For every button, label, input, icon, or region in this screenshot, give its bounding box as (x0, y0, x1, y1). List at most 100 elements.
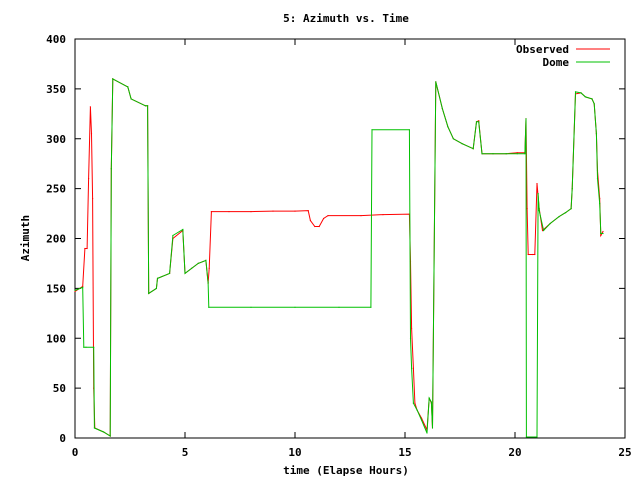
data-point-dome (537, 193, 539, 195)
data-point-dome (83, 346, 85, 348)
data-point-dome (524, 153, 526, 155)
data-point-dome (147, 105, 149, 107)
data-point-dome (481, 153, 483, 155)
x-tick-label: 20 (508, 446, 521, 459)
data-point-observed (360, 215, 362, 217)
data-point-dome (435, 81, 437, 83)
data-point-dome (103, 431, 105, 433)
data-point-dome (82, 286, 84, 288)
data-point-dome (416, 409, 418, 411)
data-point-dome (538, 210, 540, 212)
data-point-dome (584, 96, 587, 98)
y-tick-label: 400 (46, 33, 66, 46)
data-point-dome (580, 92, 582, 94)
data-point-dome (197, 262, 199, 264)
data-point-dome (420, 419, 423, 421)
x-tick-label: 15 (398, 446, 411, 459)
data-point-observed (210, 211, 212, 213)
data-point-observed (294, 210, 296, 212)
data-point-observed (411, 327, 413, 329)
legend-label: Observed (516, 43, 569, 56)
data-point-observed (541, 229, 544, 232)
data-point-dome (516, 153, 518, 155)
data-point-observed (536, 183, 538, 185)
y-axis-label: Azimuth (19, 215, 32, 261)
data-point-observed (82, 285, 84, 287)
data-point-observed (602, 230, 604, 233)
data-point-dome (294, 306, 296, 308)
y-tick-label: 200 (46, 233, 66, 246)
data-point-dome (338, 306, 340, 308)
data-point-dome (461, 143, 463, 145)
data-point-dome (492, 153, 494, 155)
data-point-dome (441, 108, 443, 110)
data-point-dome (475, 121, 478, 123)
data-point-observed (92, 198, 94, 200)
data-point-observed (74, 290, 76, 292)
data-point-dome (208, 306, 210, 308)
data-point-dome (412, 402, 414, 404)
data-point-dome (156, 277, 159, 279)
data-point-dome (127, 86, 129, 88)
data-point-observed (600, 234, 602, 237)
data-point-observed (86, 247, 88, 250)
data-point-observed (532, 253, 534, 256)
data-point-dome (565, 212, 567, 214)
x-tick-label: 5 (182, 446, 189, 459)
data-point-dome (182, 228, 184, 231)
data-point-dome (571, 188, 573, 190)
y-tick-label: 100 (46, 332, 66, 345)
data-point-dome (109, 435, 111, 437)
data-point-observed (208, 267, 210, 269)
data-point-dome (191, 267, 193, 269)
series-lines (74, 78, 604, 438)
data-point-observed (84, 247, 86, 250)
data-point-dome (411, 367, 413, 369)
y-tick-label: 250 (46, 183, 66, 196)
data-point-dome (112, 78, 114, 80)
data-point-dome (205, 259, 207, 261)
data-point-dome (536, 436, 538, 438)
data-point-dome (595, 133, 598, 135)
y-tick-label: 350 (46, 83, 66, 96)
data-point-dome (447, 126, 449, 128)
data-point-observed (412, 367, 414, 369)
data-point-dome (596, 178, 599, 180)
chart-title: 5: Azimuth vs. Time (283, 12, 409, 25)
data-point-dome (599, 203, 601, 205)
data-point-dome (172, 234, 174, 237)
data-point-dome (558, 216, 560, 218)
data-point-observed (228, 211, 230, 213)
y-tick-label: 50 (53, 382, 66, 395)
data-point-dome (602, 232, 604, 235)
data-point-observed (250, 211, 252, 213)
data-point-dome (155, 287, 157, 289)
data-point-dome (478, 121, 480, 123)
data-point-observed (478, 120, 480, 122)
data-point-dome (93, 346, 95, 348)
data-point-dome (472, 148, 474, 150)
data-point-dome (93, 427, 95, 429)
data-point-dome (600, 232, 602, 235)
data-point-dome (525, 118, 527, 120)
data-point-dome (169, 272, 171, 274)
data-point-dome (110, 168, 112, 170)
data-point-observed (309, 219, 311, 222)
plot-frame (74, 38, 626, 439)
data-point-observed (89, 106, 91, 108)
data-point-observed (382, 214, 384, 216)
data-point-dome (250, 306, 252, 308)
data-point-dome (574, 91, 577, 93)
data-point-observed (272, 210, 274, 212)
data-point-dome (430, 401, 432, 403)
data-point-dome (408, 129, 410, 131)
data-point-dome (591, 98, 593, 100)
data-point-dome (130, 98, 132, 100)
data-point-dome (428, 397, 430, 399)
y-tick-label: 0 (59, 432, 66, 445)
data-point-dome (549, 222, 551, 225)
data-point-dome (505, 153, 507, 155)
